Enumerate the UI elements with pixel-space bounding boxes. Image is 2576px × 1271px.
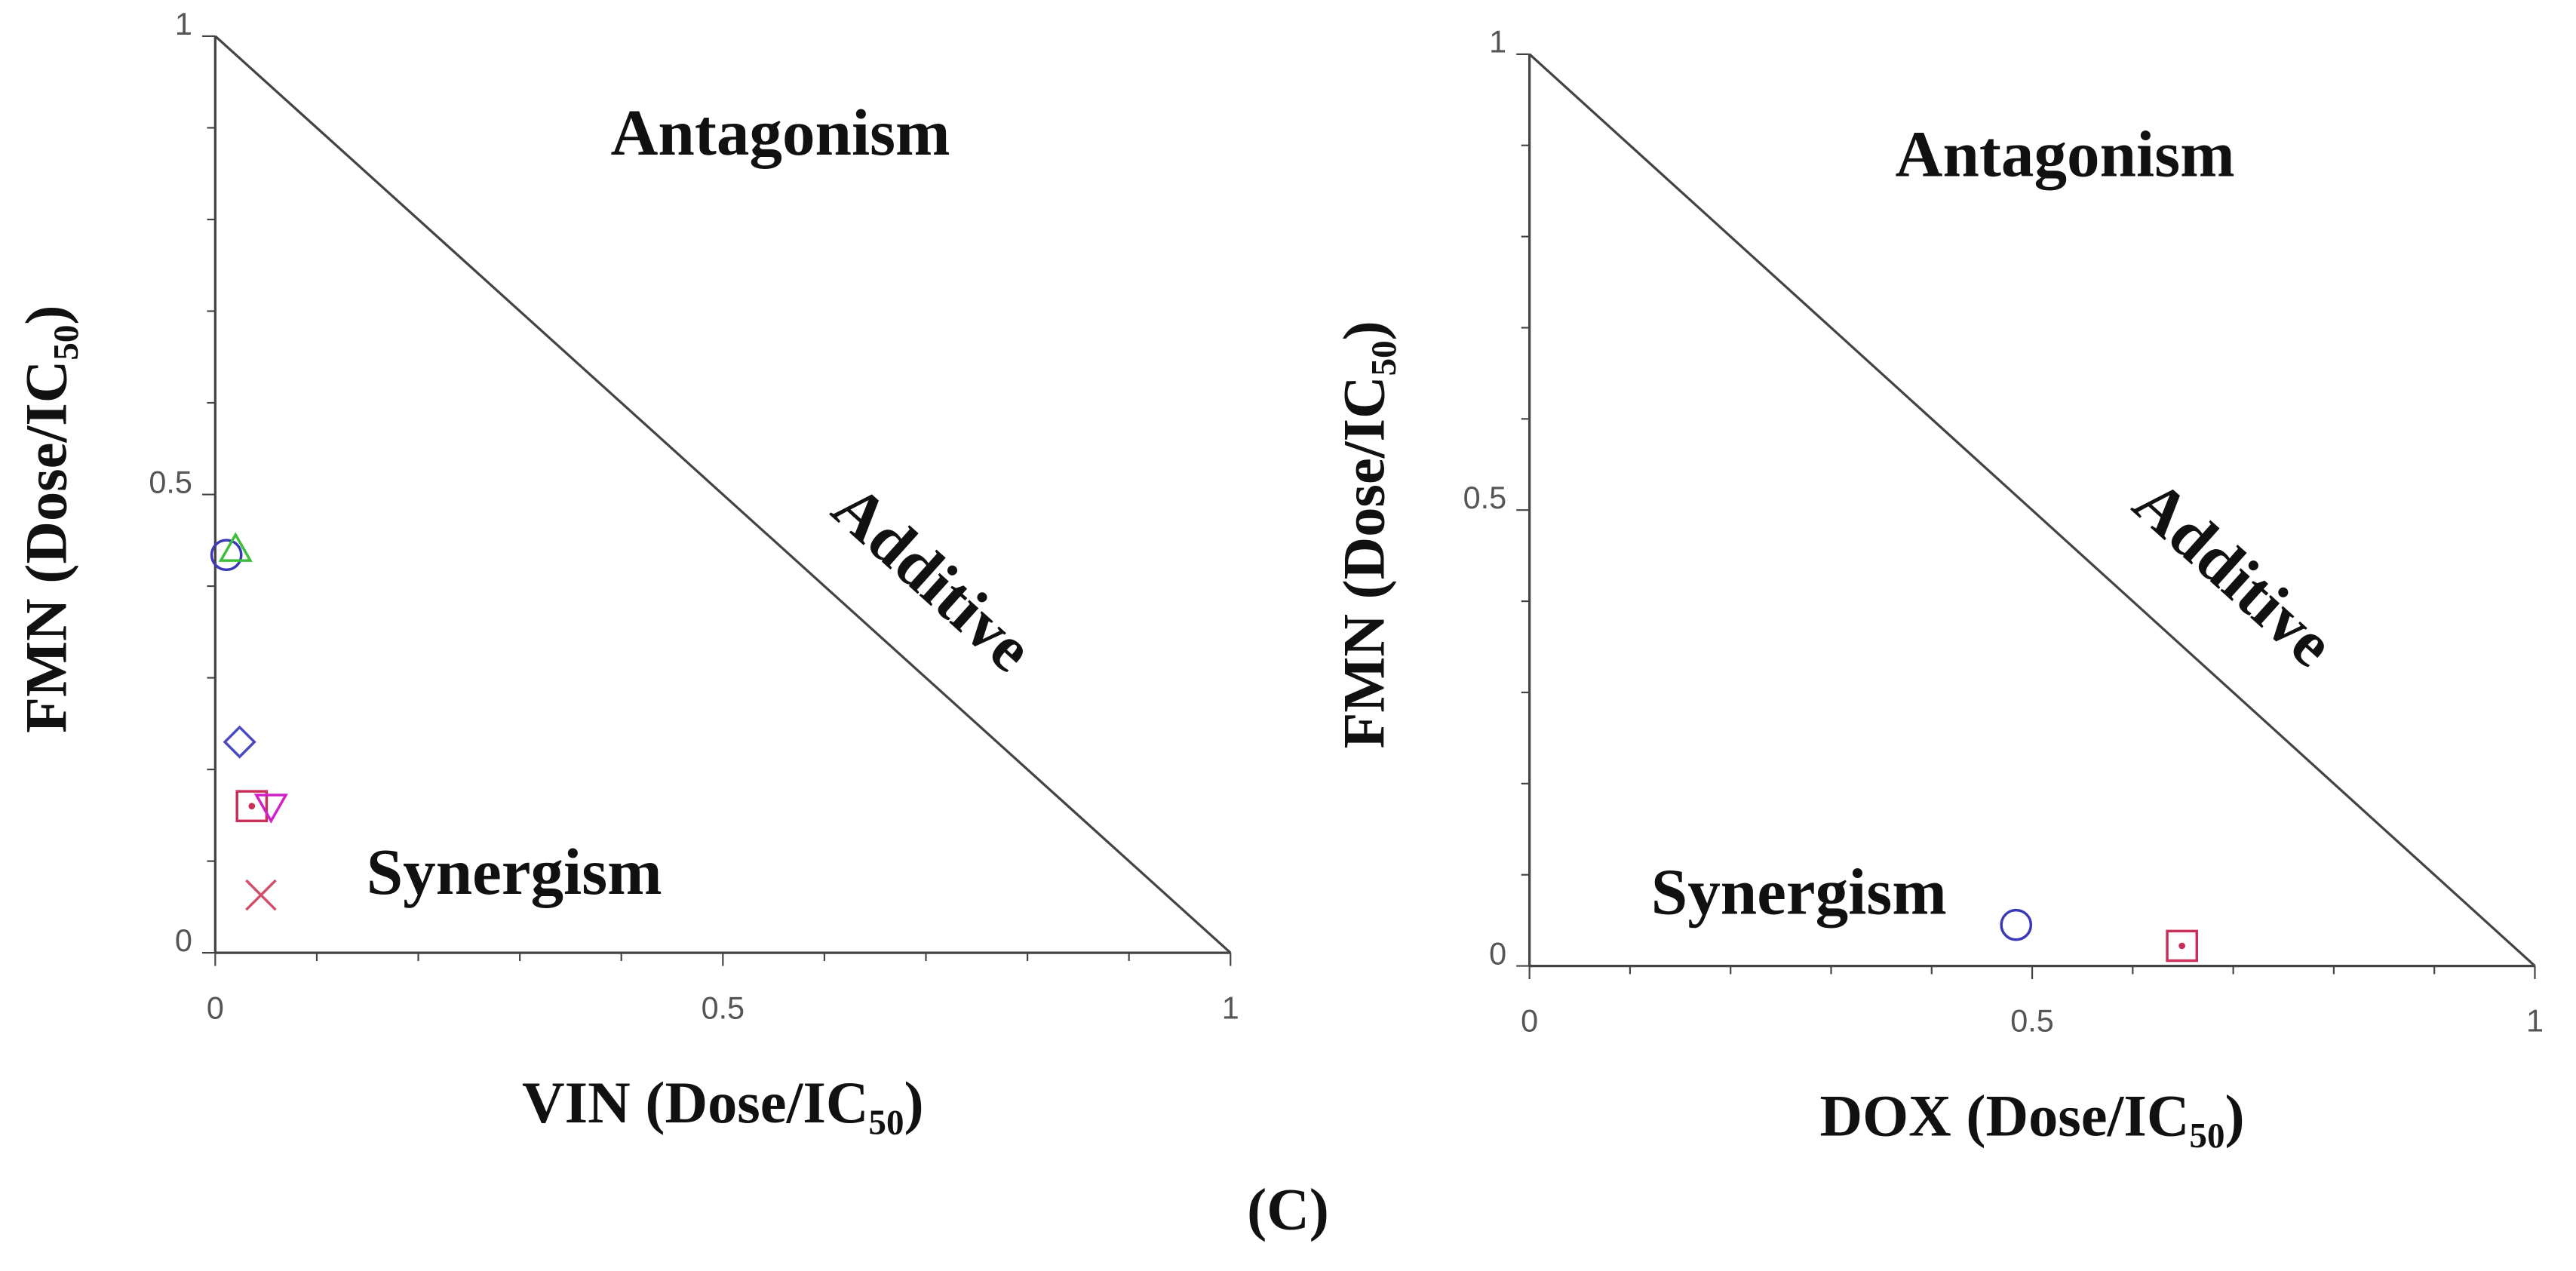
point-box [235, 790, 269, 823]
additive-line [1528, 53, 2536, 967]
caption: (C) [1247, 1177, 1329, 1242]
x-tick-label: 0 [207, 990, 224, 1025]
y-tick-label: 0.5 [1463, 480, 1507, 515]
x-tick-label: 0.5 [2010, 1004, 2054, 1039]
y-tick-label: 1 [1489, 25, 1506, 60]
x-axis-title: DOX (Dose/IC₅₀) [1820, 1082, 2245, 1148]
y-tick-label: 0 [1489, 936, 1506, 971]
x-tick-label: 0 [1521, 1004, 1538, 1039]
additive-line [214, 35, 1232, 954]
y-tick-label: 0.5 [149, 465, 192, 499]
point [2166, 929, 2199, 962]
region-label: Additive [2120, 465, 2348, 681]
point [245, 879, 277, 911]
y-tick-label: 1 [175, 7, 192, 41]
x-tick-label: 1 [2526, 1004, 2544, 1039]
y-tick-label: 0 [175, 923, 192, 958]
point-box [2166, 929, 2199, 962]
x-axis-title: VIN (Dose/IC₅₀) [522, 1070, 924, 1135]
point [253, 794, 288, 824]
point-dot [248, 803, 256, 810]
point [2000, 908, 2033, 941]
point [210, 539, 243, 572]
y-axis-title: FMN (Dose/IC₅₀) [1331, 321, 1396, 748]
x-tick-label: 1 [1222, 990, 1239, 1025]
point [218, 532, 253, 562]
point-dot [2178, 942, 2186, 950]
x-tick-label: 0.5 [702, 990, 745, 1025]
point [235, 790, 269, 823]
region-label: Synergism [367, 835, 662, 908]
region-label: Antagonism [610, 96, 950, 169]
point [223, 725, 256, 759]
region-label: Additive [819, 470, 1047, 686]
region-label: Synergism [1651, 855, 1947, 928]
region-label: Antagonism [1896, 117, 2235, 190]
y-axis-title: FMN (Dose/IC₅₀) [14, 305, 79, 733]
